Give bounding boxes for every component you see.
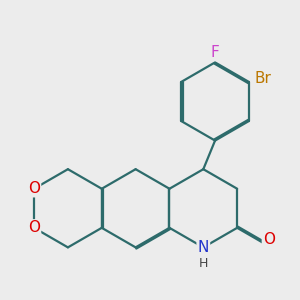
- Text: O: O: [28, 220, 40, 235]
- Text: N: N: [198, 240, 209, 255]
- Text: F: F: [211, 45, 219, 60]
- Text: O: O: [263, 232, 275, 247]
- Text: H: H: [199, 256, 208, 269]
- Text: O: O: [28, 181, 40, 196]
- Text: Br: Br: [254, 70, 271, 86]
